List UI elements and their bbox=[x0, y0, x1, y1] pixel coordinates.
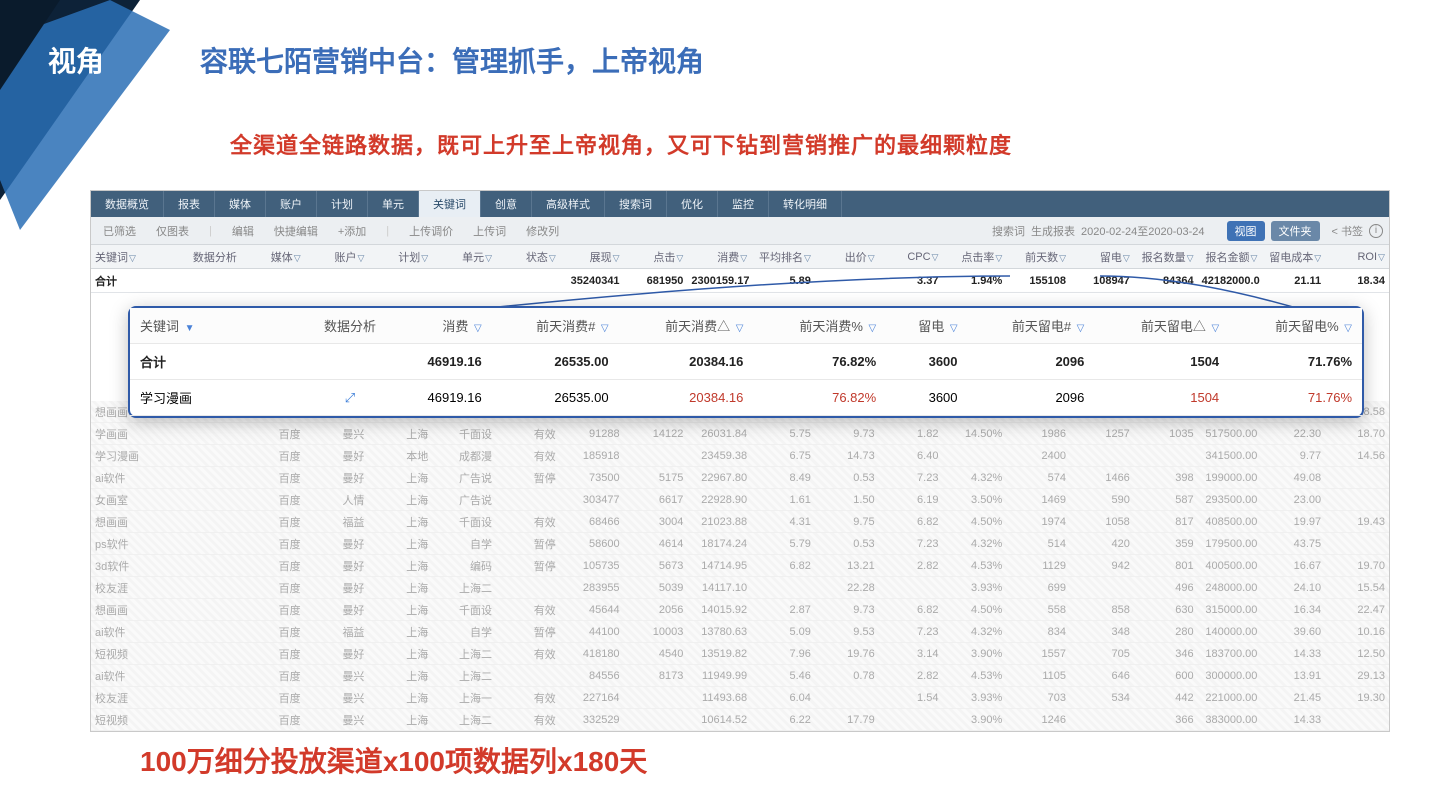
col-6[interactable]: 状态▽ bbox=[496, 249, 560, 265]
col-0[interactable]: 关键词▽ bbox=[91, 249, 177, 265]
toolbar-add[interactable]: +添加 bbox=[332, 223, 372, 239]
col-4[interactable]: 计划▽ bbox=[368, 249, 432, 265]
tab-2[interactable]: 媒体 bbox=[215, 191, 266, 217]
table-row[interactable]: 女画室百度人情上海广告说303477661722928.901.611.506.… bbox=[91, 489, 1389, 511]
detail-col-7[interactable]: 前天留电# ▽ bbox=[968, 308, 1095, 344]
headline: 容联七陌营销中台：管理抓手，上帝视角 bbox=[200, 40, 704, 80]
tab-3[interactable]: 账户 bbox=[266, 191, 317, 217]
detail-col-9[interactable]: 前天留电% ▽ bbox=[1229, 308, 1362, 344]
data-rows: 想画画百度曼好上海千面设有效514110758035039.807.1815.7… bbox=[91, 401, 1389, 731]
table-row[interactable]: 短视频百度曼好上海上海二有效418180454013519.827.9619.7… bbox=[91, 643, 1389, 665]
toolbar-filter[interactable]: 已筛选 bbox=[97, 223, 142, 239]
detail-col-4[interactable]: 前天消费△ ▽ bbox=[619, 308, 754, 344]
detail-col-2[interactable]: 消费 ▽ bbox=[390, 308, 492, 344]
data-panel: 数据概览报表媒体账户计划单元关键词创意高级样式搜索词优化监控转化明细 已筛选 仅… bbox=[90, 190, 1390, 732]
col-2[interactable]: 媒体▽ bbox=[241, 249, 305, 265]
col-5[interactable]: 单元▽ bbox=[432, 249, 496, 265]
tab-9[interactable]: 搜索词 bbox=[605, 191, 667, 217]
toolbar-file-btn[interactable]: 文件夹 bbox=[1271, 221, 1320, 241]
toolbar: 已筛选 仅图表 | 编辑 快捷编辑 +添加 | 上传调价 上传词 修改列 搜索词… bbox=[91, 217, 1389, 245]
tab-1[interactable]: 报表 bbox=[164, 191, 215, 217]
tab-0[interactable]: 数据概览 bbox=[91, 191, 164, 217]
toolbar-search-label: 搜索词 bbox=[992, 223, 1025, 239]
table-row[interactable]: 学画画百度曼兴上海千面设有效912881412226031.845.759.73… bbox=[91, 423, 1389, 445]
table-row[interactable]: ai软件百度福益上海自学暂停441001000313780.635.099.53… bbox=[91, 621, 1389, 643]
tab-10[interactable]: 优化 bbox=[667, 191, 718, 217]
info-icon[interactable]: i bbox=[1369, 224, 1383, 238]
detail-row[interactable]: 学习漫画⤢46919.1626535.0020384.1676.82%36002… bbox=[130, 380, 1362, 416]
toolbar-date-range[interactable]: 2020-02-24至2020-03-24 bbox=[1081, 223, 1205, 239]
tab-6[interactable]: 关键词 bbox=[419, 191, 481, 217]
tab-7[interactable]: 创意 bbox=[481, 191, 532, 217]
table-row[interactable]: 想画画百度福益上海千面设有效68466300421023.884.319.756… bbox=[91, 511, 1389, 533]
table-row[interactable]: 校友涯百度曼兴上海上海一有效22716411493.686.041.543.93… bbox=[91, 687, 1389, 709]
toolbar-upload-word[interactable]: 上传词 bbox=[467, 223, 512, 239]
col-13[interactable]: 点击率▽ bbox=[942, 249, 1006, 265]
col-19[interactable]: ROI▽ bbox=[1325, 251, 1389, 263]
col-1[interactable]: 数据分析 bbox=[177, 249, 241, 265]
toolbar-edit[interactable]: 编辑 bbox=[226, 223, 260, 239]
col-12[interactable]: CPC▽ bbox=[879, 251, 943, 263]
table-row[interactable]: 想画画百度曼好上海千面设有效45644205614015.922.879.736… bbox=[91, 599, 1389, 621]
detail-col-3[interactable]: 前天消费# ▽ bbox=[492, 308, 619, 344]
detail-header-row: 关键词 ▼数据分析消费 ▽前天消费# ▽前天消费△ ▽前天消费% ▽留电 ▽前天… bbox=[130, 308, 1362, 344]
table-row[interactable]: ps软件百度曼好上海自学暂停58600461418174.245.790.537… bbox=[91, 533, 1389, 555]
col-7[interactable]: 展现▽ bbox=[560, 249, 624, 265]
col-14[interactable]: 前天数▽ bbox=[1006, 249, 1070, 265]
detail-col-5[interactable]: 前天消费% ▽ bbox=[753, 308, 886, 344]
col-18[interactable]: 留电成本▽ bbox=[1261, 249, 1325, 265]
col-9[interactable]: 消费▽ bbox=[687, 249, 751, 265]
table-row[interactable]: 校友涯百度曼好上海上海二283955503914117.1022.283.93%… bbox=[91, 577, 1389, 599]
detail-col-1[interactable]: 数据分析 bbox=[310, 308, 390, 344]
col-10[interactable]: 平均排名▽ bbox=[751, 249, 815, 265]
table-row[interactable]: 短视频百度曼兴上海上海二有效33252910614.526.2217.793.9… bbox=[91, 709, 1389, 731]
column-header-row: 关键词▽数据分析媒体▽账户▽计划▽单元▽状态▽展现▽点击▽消费▽平均排名▽出价▽… bbox=[91, 245, 1389, 269]
tab-bar: 数据概览报表媒体账户计划单元关键词创意高级样式搜索词优化监控转化明细 bbox=[91, 191, 1389, 217]
toolbar-chart-only[interactable]: 仅图表 bbox=[150, 223, 195, 239]
col-8[interactable]: 点击▽ bbox=[624, 249, 688, 265]
detail-popup: 关键词 ▼数据分析消费 ▽前天消费# ▽前天消费△ ▽前天消费% ▽留电 ▽前天… bbox=[128, 306, 1364, 418]
toolbar-bookmark[interactable]: < 书签 bbox=[1332, 223, 1363, 239]
toolbar-upload-price[interactable]: 上传调价 bbox=[403, 223, 459, 239]
table-row[interactable]: ai软件百度曼好上海广告说暂停73500517522967.808.490.53… bbox=[91, 467, 1389, 489]
toolbar-modify-col[interactable]: 修改列 bbox=[520, 223, 565, 239]
chart-icon[interactable]: ⤢ bbox=[345, 390, 355, 405]
tab-11[interactable]: 监控 bbox=[718, 191, 769, 217]
col-3[interactable]: 账户▽ bbox=[305, 249, 369, 265]
detail-col-8[interactable]: 前天留电△ ▽ bbox=[1094, 308, 1229, 344]
table-row[interactable]: 3d软件百度曼好上海编码暂停105735567314714.956.8213.2… bbox=[91, 555, 1389, 577]
toolbar-view-btn[interactable]: 视图 bbox=[1227, 221, 1265, 241]
subheadline: 全渠道全链路数据，既可上升至上帝视角，又可下钻到营销推广的最细颗粒度 bbox=[230, 128, 1012, 160]
detail-col-6[interactable]: 留电 ▽ bbox=[886, 308, 967, 344]
side-label: 视角 bbox=[48, 40, 104, 80]
tab-12[interactable]: 转化明细 bbox=[769, 191, 842, 217]
detail-total-row: 合计46919.1626535.0020384.1676.82%36002096… bbox=[130, 344, 1362, 380]
table-row[interactable]: ai软件百度曼兴上海上海二84556817311949.995.460.782.… bbox=[91, 665, 1389, 687]
footer-text: 100万细分投放渠道x100项数据列x180天 bbox=[140, 740, 647, 780]
col-15[interactable]: 留电▽ bbox=[1070, 249, 1134, 265]
toolbar-gen-report[interactable]: 生成报表 bbox=[1031, 223, 1075, 239]
col-11[interactable]: 出价▽ bbox=[815, 249, 879, 265]
col-16[interactable]: 报名数量▽ bbox=[1134, 249, 1198, 265]
tab-4[interactable]: 计划 bbox=[317, 191, 368, 217]
tab-8[interactable]: 高级样式 bbox=[532, 191, 605, 217]
summary-row: 合计352403416819502300159.175.893.371.94%1… bbox=[91, 269, 1389, 293]
table-row[interactable]: 学习漫画百度曼好本地成都漫有效18591823459.386.7514.736.… bbox=[91, 445, 1389, 467]
detail-col-0[interactable]: 关键词 ▼ bbox=[130, 308, 310, 344]
tab-5[interactable]: 单元 bbox=[368, 191, 419, 217]
toolbar-quick-edit[interactable]: 快捷编辑 bbox=[268, 223, 324, 239]
col-17[interactable]: 报名金额▽ bbox=[1198, 249, 1262, 265]
